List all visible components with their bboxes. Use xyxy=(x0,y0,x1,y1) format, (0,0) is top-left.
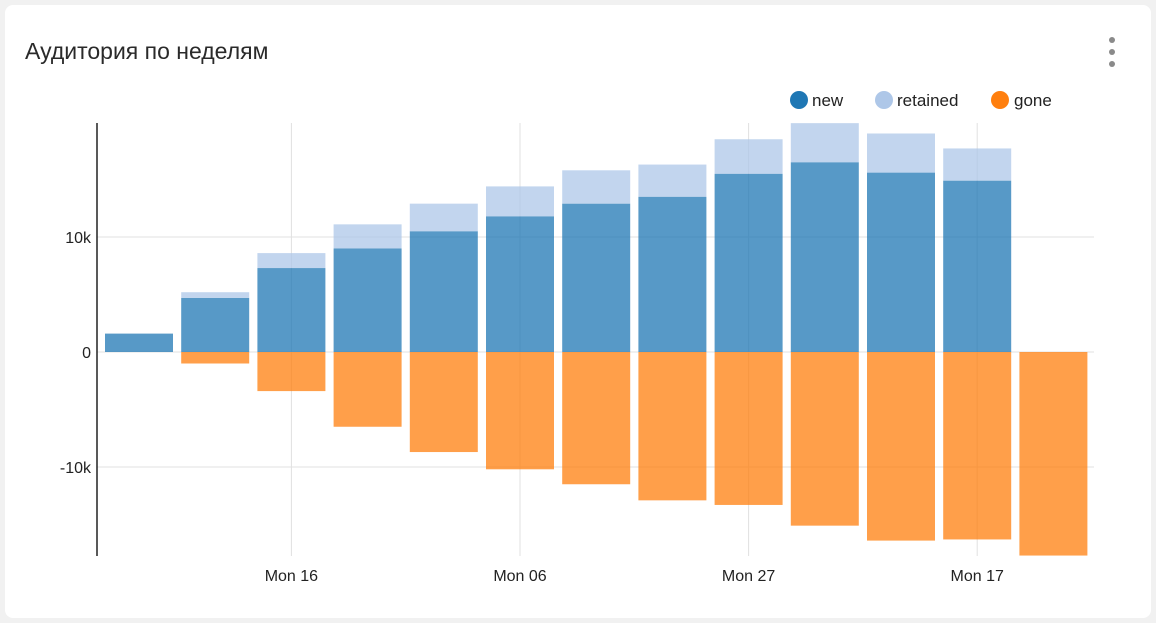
x-tick-label: Mon 16 xyxy=(265,568,318,585)
bar-new xyxy=(333,248,402,352)
bar-retained xyxy=(333,224,402,249)
legend-marker-gone xyxy=(991,91,1009,109)
bar-new xyxy=(714,173,783,352)
legend-label-gone: gone xyxy=(1014,91,1052,110)
bar-retained xyxy=(486,186,554,217)
bar-gone xyxy=(562,352,631,485)
bar-gone xyxy=(714,352,783,505)
bar-retained xyxy=(790,123,859,163)
bar-new xyxy=(867,172,935,352)
bar-gone xyxy=(943,352,1012,540)
more-vertical-icon[interactable] xyxy=(1102,34,1122,70)
bar-new xyxy=(181,297,250,352)
x-tick-label: Mon 17 xyxy=(951,568,1004,585)
menu-dot xyxy=(1109,49,1115,55)
bar-new xyxy=(486,216,554,352)
legend-label-retained: retained xyxy=(897,91,958,110)
legend-label-new: new xyxy=(812,91,844,110)
bar-gone xyxy=(257,352,326,392)
bar-gone xyxy=(1019,352,1088,556)
bar-new xyxy=(105,333,173,352)
bar-gone xyxy=(409,352,478,453)
bar-retained xyxy=(714,139,783,174)
bar-retained xyxy=(181,292,250,298)
legend-marker-new xyxy=(790,91,808,109)
chart-title: Аудитория по неделям xyxy=(25,38,269,64)
bar-gone xyxy=(790,352,859,526)
menu-dot xyxy=(1109,61,1115,67)
bar-retained xyxy=(409,203,478,232)
legend-marker-retained xyxy=(875,91,893,109)
bar-gone xyxy=(638,352,707,501)
y-tick-label: 10k xyxy=(65,230,92,247)
bar-retained xyxy=(562,170,631,204)
x-tick-label: Mon 27 xyxy=(722,568,775,585)
bar-new xyxy=(943,180,1012,352)
y-tick-label: -10k xyxy=(60,460,92,477)
bar-gone xyxy=(181,352,250,364)
bar-retained xyxy=(638,164,707,197)
x-tick-label: Mon 06 xyxy=(493,568,546,585)
bar-retained xyxy=(257,253,326,269)
bar-new xyxy=(638,196,707,352)
bar-retained xyxy=(867,133,935,173)
bar-new xyxy=(562,203,631,352)
bar-new xyxy=(257,268,326,352)
bar-gone xyxy=(333,352,402,427)
y-tick-label: 0 xyxy=(82,345,91,362)
menu-dot xyxy=(1109,37,1115,43)
bar-retained xyxy=(943,148,1012,181)
bar-new xyxy=(409,231,478,352)
bar-gone xyxy=(486,352,554,470)
bar-new xyxy=(790,162,859,352)
bar-gone xyxy=(867,352,935,541)
